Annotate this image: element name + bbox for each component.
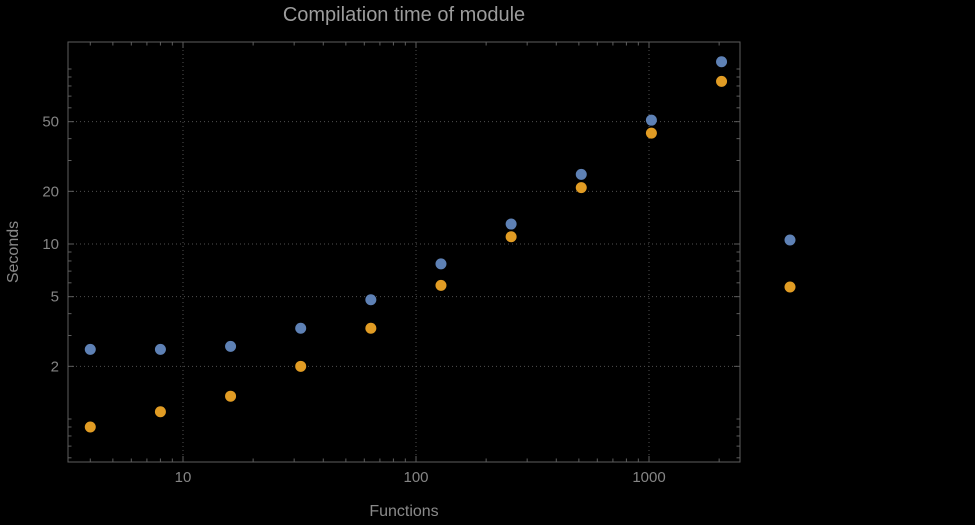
y-tick-label: 10 [42,236,59,253]
data-point-series-2-orange [435,279,447,291]
data-point-series-1-blue [716,56,728,68]
data-point-series-2-orange [84,421,96,433]
data-point-series-1-blue [84,343,96,355]
y-tick-label: 2 [51,358,59,375]
data-point-series-2-orange [505,231,517,243]
data-point-series-2-orange [716,75,728,87]
x-tick-label: 10 [175,469,192,486]
data-point-series-1-blue [154,343,166,355]
legend-marker-1 [784,234,796,246]
data-point-series-1-blue [435,258,447,270]
data-point-series-1-blue [225,340,237,352]
x-axis-label: Functions [369,503,439,520]
x-tick-label: 1000 [632,469,665,486]
chart-title: Compilation time of module [282,4,526,26]
data-point-series-1-blue [505,218,517,230]
data-point-series-2-orange [295,360,307,372]
data-point-series-2-orange [575,182,587,194]
data-point-series-1-blue [575,168,587,180]
data-point-series-1-blue [645,114,657,126]
plot-frame [67,41,741,463]
data-point-series-2-orange [225,390,237,402]
data-point-series-1-blue [295,322,307,334]
data-point-series-1-blue [365,294,377,306]
y-axis-label: Seconds [5,220,22,284]
y-tick-label: 5 [51,289,59,306]
x-tick-label: 100 [403,469,428,486]
data-point-series-2-orange [365,322,377,334]
data-point-series-2-orange [645,127,657,139]
y-tick-label: 20 [42,183,59,200]
data-point-series-2-orange [154,406,166,418]
legend-marker-2 [784,281,796,293]
y-tick-label: 50 [42,114,59,131]
